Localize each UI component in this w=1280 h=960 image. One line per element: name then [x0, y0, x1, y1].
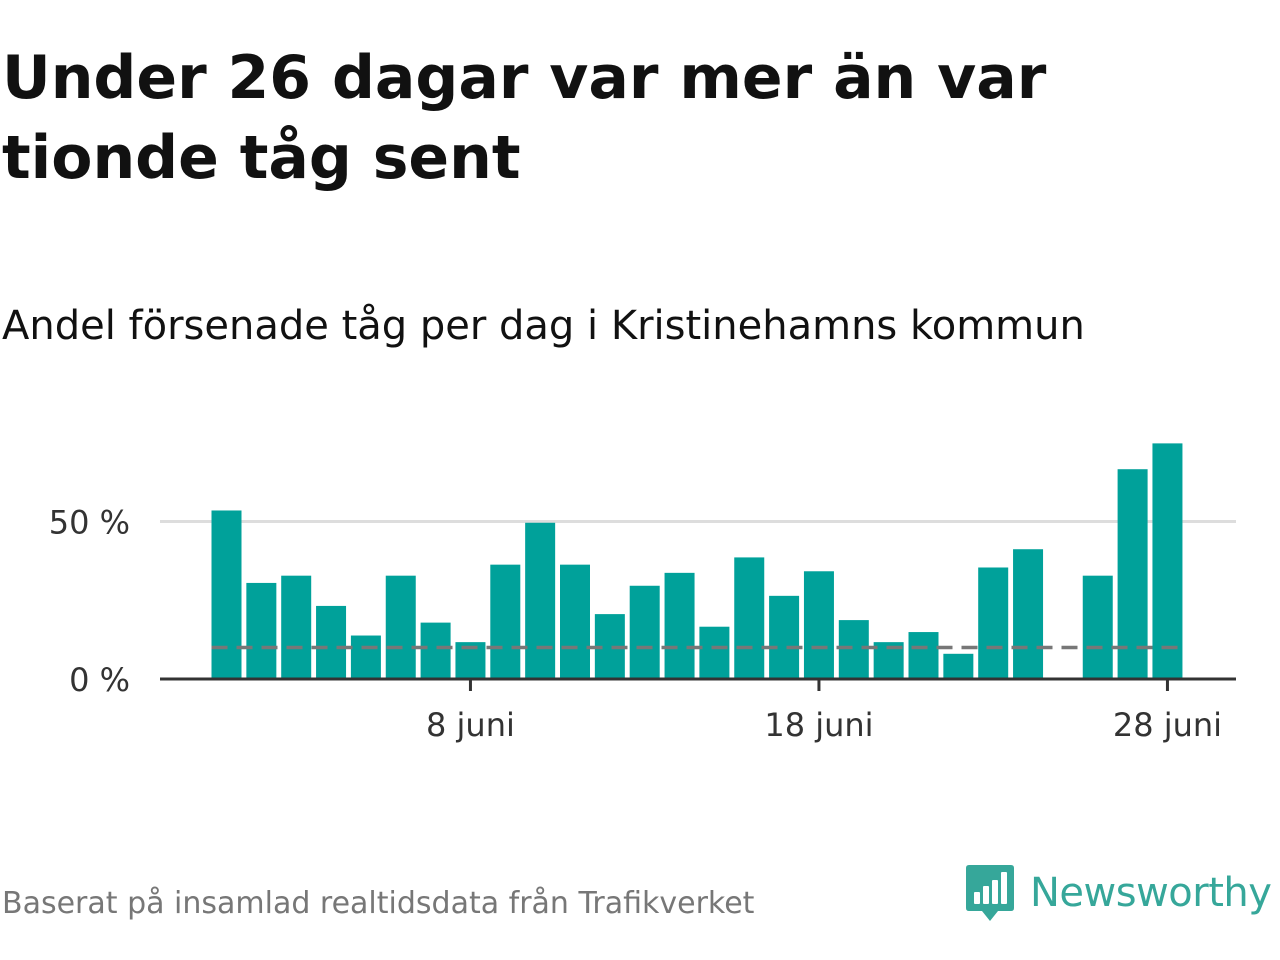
x-tick-label: 28 juni	[1113, 706, 1222, 744]
y-tick-label: 50 %	[49, 504, 130, 542]
bar	[420, 622, 451, 679]
bar	[1082, 575, 1113, 679]
bar	[1117, 469, 1148, 679]
bar	[629, 585, 660, 679]
bar	[664, 572, 695, 679]
bar	[525, 522, 556, 679]
bar	[385, 575, 416, 679]
chart-subtitle: Andel försenade tåg per dag i Kristineha…	[2, 303, 1085, 349]
bar	[316, 605, 347, 679]
bar	[1152, 443, 1183, 679]
chart-title: Under 26 dagar var mer än var tionde tåg…	[2, 43, 1047, 193]
bar	[211, 510, 242, 679]
brand-name: Newsworthy	[1030, 870, 1272, 916]
bar	[943, 653, 974, 679]
brand-logo: Newsworthy	[964, 862, 1272, 924]
bars	[211, 443, 1183, 679]
bar	[769, 595, 800, 679]
bar	[560, 564, 590, 679]
bar-chart-speech-bubble-icon	[966, 865, 1014, 921]
bar	[838, 620, 869, 679]
bar	[350, 635, 381, 679]
delayed-trains-bar-chart: 0 % 50 % 8 juni 18 juni 28 juni	[49, 443, 1236, 744]
x-tick-label: 8 juni	[426, 706, 515, 744]
bar	[490, 564, 521, 679]
x-tick-label: 18 juni	[764, 706, 873, 744]
bar	[908, 632, 939, 679]
axes: 0 % 50 % 8 juni 18 juni 28 juni	[49, 504, 1236, 744]
y-tick-label: 0 %	[69, 661, 130, 699]
bar	[734, 557, 765, 679]
bar	[1013, 549, 1044, 679]
bar	[978, 567, 1009, 679]
bar	[803, 571, 834, 679]
source-note: Baserat på insamlad realtidsdata från Tr…	[2, 886, 755, 921]
bar	[246, 582, 277, 679]
bar	[699, 626, 730, 679]
bar	[281, 575, 312, 679]
